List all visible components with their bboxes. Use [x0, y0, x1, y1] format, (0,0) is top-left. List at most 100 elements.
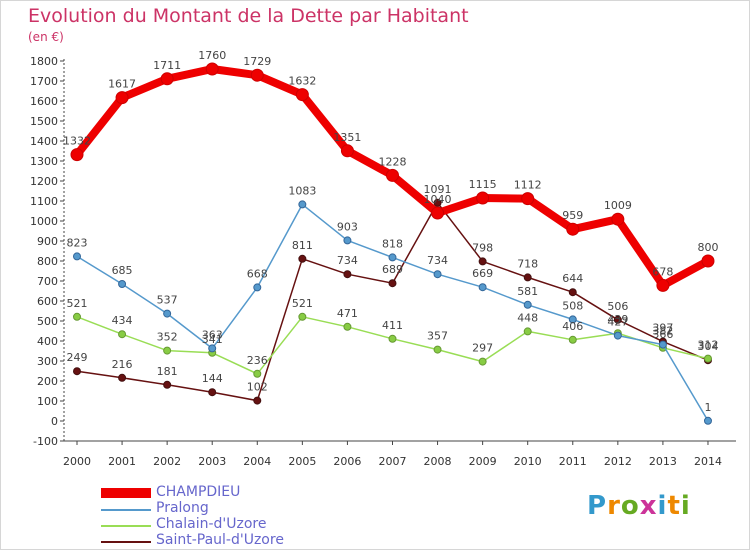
y-tick-label: 900 — [37, 235, 58, 248]
legend-item-pralong: Pralong — [101, 500, 361, 518]
data-point-pralong — [658, 340, 667, 349]
data-point-pralong — [523, 300, 532, 309]
data-label-chalain-d-uzore: 521 — [292, 297, 313, 310]
data-point-chalain-d-uzore — [703, 354, 712, 363]
data-point-pralong — [388, 253, 397, 262]
y-tick-label: 600 — [37, 295, 58, 308]
data-point-pralong — [478, 283, 487, 292]
data-point-champdieu — [611, 212, 625, 226]
data-label-saint-paul-d-uzore: 718 — [517, 257, 538, 270]
logo-letter: x — [639, 491, 658, 521]
y-tick-label: 200 — [37, 375, 58, 388]
data-point-saint-paul-d-uzore — [478, 257, 487, 266]
x-tick-label: 2004 — [243, 455, 271, 468]
x-tick-label: 2012 — [604, 455, 632, 468]
data-point-saint-paul-d-uzore — [118, 373, 127, 382]
data-point-champdieu — [295, 88, 309, 102]
y-tick-label: 1700 — [30, 75, 58, 88]
data-label-chalain-d-uzore: 312 — [697, 339, 718, 352]
data-point-chalain-d-uzore — [118, 330, 127, 339]
data-label-champdieu: 1760 — [198, 49, 226, 62]
data-point-saint-paul-d-uzore — [433, 198, 442, 207]
data-point-champdieu — [385, 168, 399, 182]
data-label-pralong: 382 — [652, 325, 673, 338]
data-point-chalain-d-uzore — [253, 369, 262, 378]
y-tick-label: 1600 — [30, 95, 58, 108]
x-tick-label: 2009 — [469, 455, 497, 468]
data-point-saint-paul-d-uzore — [613, 315, 622, 324]
data-label-saint-paul-d-uzore: 216 — [112, 358, 133, 371]
data-point-pralong — [343, 236, 352, 245]
data-label-champdieu: 1632 — [288, 75, 316, 88]
logo-letter: i — [657, 491, 668, 521]
data-label-chalain-d-uzore: 406 — [562, 320, 583, 333]
data-label-pralong: 685 — [112, 264, 133, 277]
data-label-pralong: 823 — [67, 236, 88, 249]
data-label-champdieu: 1040 — [424, 193, 452, 206]
x-tick-label: 2013 — [649, 455, 677, 468]
data-label-chalain-d-uzore: 352 — [157, 331, 178, 344]
data-label-champdieu: 1115 — [469, 178, 497, 191]
x-tick-label: 2003 — [198, 455, 226, 468]
data-label-pralong: 581 — [517, 285, 538, 298]
data-label-champdieu: 1228 — [378, 155, 406, 168]
data-point-champdieu — [566, 222, 580, 236]
x-tick-label: 2007 — [378, 455, 406, 468]
data-point-chalain-d-uzore — [163, 346, 172, 355]
x-tick-label: 2010 — [514, 455, 542, 468]
data-point-chalain-d-uzore — [388, 334, 397, 343]
data-label-chalain-d-uzore: 434 — [112, 314, 133, 327]
data-point-saint-paul-d-uzore — [298, 254, 307, 263]
data-point-chalain-d-uzore — [433, 345, 442, 354]
data-label-pralong: 734 — [427, 254, 448, 267]
data-point-champdieu — [205, 62, 219, 76]
x-tick-label: 2000 — [63, 455, 91, 468]
data-point-champdieu — [431, 206, 445, 220]
legend-swatch — [101, 541, 151, 543]
data-point-saint-paul-d-uzore — [208, 388, 217, 397]
data-label-chalain-d-uzore: 341 — [202, 333, 223, 346]
x-tick-label: 2006 — [333, 455, 361, 468]
y-tick-label: 1200 — [30, 175, 58, 188]
series-lines — [70, 62, 715, 425]
y-tick-label: 100 — [37, 395, 58, 408]
data-label-saint-paul-d-uzore: 144 — [202, 372, 223, 385]
data-point-pralong — [73, 252, 81, 261]
data-label-pralong: 363 — [202, 328, 223, 341]
legend-label: Pralong — [156, 500, 209, 516]
data-point-champdieu — [250, 68, 264, 82]
data-label-saint-paul-d-uzore: 181 — [157, 365, 178, 378]
data-point-pralong — [163, 309, 172, 318]
data-point-champdieu — [701, 254, 715, 268]
y-tick-label: 700 — [37, 275, 58, 288]
data-label-chalain-d-uzore: 439 — [607, 313, 628, 326]
data-point-pralong — [613, 331, 622, 340]
data-label-champdieu: 1332 — [63, 135, 91, 148]
data-point-champdieu — [70, 148, 84, 162]
proxiti-logo: Proxiti — [587, 491, 691, 521]
x-tick-label: 2005 — [288, 455, 316, 468]
data-point-champdieu — [476, 191, 490, 205]
y-tick-label: 0 — [51, 415, 58, 428]
data-label-pralong: 1083 — [288, 184, 316, 197]
data-label-chalain-d-uzore: 411 — [382, 319, 403, 332]
data-point-saint-paul-d-uzore — [73, 367, 81, 376]
legend-swatch — [101, 509, 151, 511]
data-point-champdieu — [521, 192, 535, 206]
data-label-saint-paul-d-uzore: 1091 — [424, 183, 452, 196]
data-label-champdieu: 1009 — [604, 199, 632, 212]
chart-title: Evolution du Montant de la Dette par Hab… — [28, 5, 469, 27]
logo-letter: i — [680, 491, 691, 521]
data-label-pralong: 669 — [472, 267, 493, 280]
data-label-pralong: 903 — [337, 220, 358, 233]
data-point-pralong — [568, 315, 577, 324]
data-point-pralong — [253, 283, 262, 292]
x-tick-label: 2002 — [153, 455, 181, 468]
data-label-saint-paul-d-uzore: 397 — [652, 322, 673, 335]
x-tick-label: 2001 — [108, 455, 136, 468]
data-point-champdieu — [340, 144, 354, 158]
chart-axes: -100010020030040050060070080090010001100… — [30, 55, 736, 468]
data-point-champdieu — [656, 278, 670, 292]
